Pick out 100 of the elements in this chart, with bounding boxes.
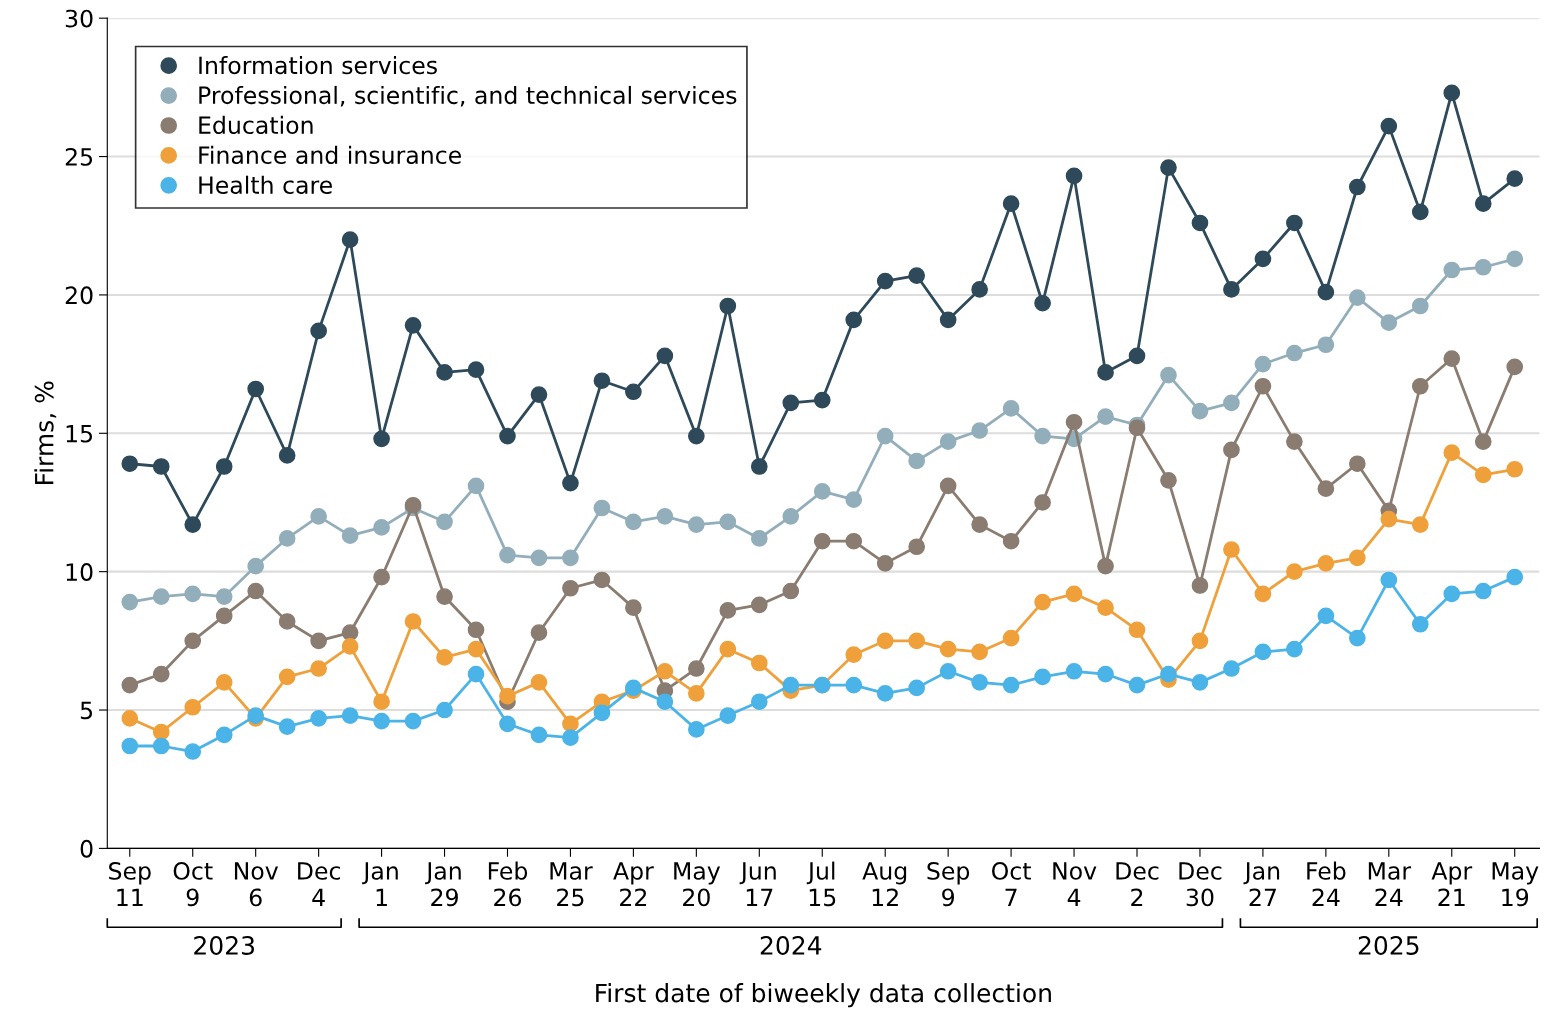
point [1002, 629, 1020, 647]
point [1506, 460, 1524, 478]
point [121, 455, 139, 473]
point [845, 676, 863, 694]
point [1065, 413, 1083, 431]
point [1349, 178, 1366, 196]
point [719, 602, 737, 619]
point [436, 588, 453, 605]
point [1411, 516, 1429, 533]
point [845, 646, 863, 664]
x-tick-label: May 20 [674, 862, 721, 907]
point [782, 582, 800, 600]
x-tick-label: May 19 [1492, 862, 1539, 907]
point [1128, 676, 1146, 694]
point [1286, 640, 1303, 658]
point [1065, 662, 1083, 680]
point [1286, 563, 1303, 580]
point [1034, 494, 1051, 511]
point [499, 687, 516, 705]
point [1097, 408, 1114, 426]
point [184, 516, 202, 533]
point [1034, 294, 1051, 312]
point [1223, 660, 1240, 677]
point [1411, 377, 1429, 395]
point [247, 557, 265, 575]
point [373, 519, 390, 536]
point [1380, 314, 1398, 331]
point [688, 685, 705, 702]
point [782, 676, 800, 694]
x-tick-label: Jan 27 [1243, 862, 1280, 906]
x-tick-label: Jun 17 [739, 862, 776, 906]
point [908, 452, 926, 470]
point [1443, 444, 1461, 461]
point [310, 632, 327, 650]
point [499, 715, 516, 733]
point [1286, 344, 1303, 362]
point [341, 231, 359, 248]
point [467, 477, 485, 495]
y-tick-label: 10 [66, 563, 93, 581]
x-tick-label: Jan 1 [362, 862, 398, 906]
point [1034, 427, 1051, 445]
point [436, 364, 453, 381]
point [625, 599, 642, 616]
point [750, 693, 768, 711]
point [1191, 632, 1209, 650]
point [373, 430, 390, 448]
point [341, 638, 359, 655]
point [593, 499, 611, 517]
point [813, 391, 831, 409]
point [782, 394, 800, 412]
point [530, 386, 548, 403]
x-tick-label: Oct 7 [992, 862, 1031, 906]
point [562, 474, 579, 492]
point [467, 640, 485, 658]
point [1254, 585, 1272, 603]
point [719, 707, 737, 724]
point [1443, 350, 1461, 367]
point [341, 624, 359, 641]
x-tick-label: Oct 9 [173, 862, 213, 907]
point [1191, 674, 1209, 691]
point [1097, 665, 1114, 683]
point [121, 593, 139, 611]
point [688, 660, 705, 677]
point [1474, 258, 1492, 276]
point [845, 311, 863, 329]
point [373, 693, 390, 711]
point [625, 513, 642, 531]
point [1160, 366, 1177, 384]
point [1349, 455, 1366, 473]
point [499, 427, 516, 445]
point [1191, 402, 1209, 420]
point [152, 588, 170, 605]
point [656, 347, 674, 365]
point [1380, 510, 1398, 528]
point [656, 507, 674, 525]
point [247, 582, 265, 600]
point [1474, 195, 1492, 212]
legend-label: Professional, scientific, and technical services [199, 85, 737, 107]
point [876, 427, 894, 445]
point [1191, 214, 1209, 232]
point [1223, 441, 1240, 459]
text: 2024 [760, 936, 822, 955]
point [562, 729, 579, 747]
point [876, 632, 894, 650]
point [1474, 582, 1492, 600]
point [1002, 400, 1020, 417]
point [1286, 433, 1303, 450]
point [1474, 466, 1492, 484]
point [813, 532, 831, 550]
point [688, 721, 705, 738]
point [908, 538, 926, 556]
point [688, 427, 705, 445]
point [152, 665, 170, 683]
x-tick-label: Feb 24 [1307, 861, 1346, 906]
point [1317, 555, 1335, 572]
point [278, 718, 296, 735]
point [184, 585, 202, 603]
point [876, 555, 894, 572]
x-tick-label: Dec 2 [1116, 862, 1159, 906]
x-tick-label: Jan 29 [425, 862, 461, 907]
